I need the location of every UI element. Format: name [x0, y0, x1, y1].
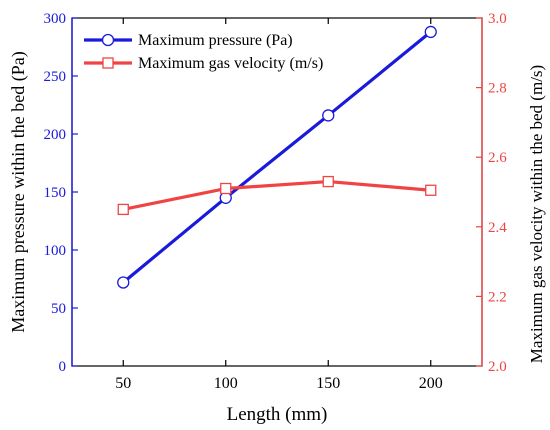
velocity-data-point: [322, 175, 334, 188]
velocity-series-line: [122, 179, 431, 211]
legend-velocity-label: Maximum gas velocity (m/s): [138, 55, 323, 72]
x-tick-label: 150: [316, 375, 340, 392]
x-tick-label: 50: [115, 375, 131, 392]
x-tick-label: 100: [214, 375, 238, 392]
y-left-tick-label: 100: [44, 243, 67, 259]
y-left-tick-label: 300: [44, 11, 67, 27]
pressure-data-point: [117, 276, 130, 289]
y-right-tick-label: 2.0: [488, 359, 507, 375]
pressure-series-line: [122, 30, 432, 284]
x-axis-label: Length (mm): [227, 404, 328, 425]
y-right-tick-label: 2.2: [488, 289, 507, 305]
pressure-data-point: [424, 25, 437, 39]
legend-pressure-marker: [101, 33, 115, 47]
y-left-tick-label: 0: [59, 359, 67, 375]
y-axis-left-label: Maximum pressure within the bed (Pa): [8, 51, 29, 332]
x-tick-label: 200: [419, 375, 443, 392]
legend-velocity-marker: [102, 57, 114, 69]
y-right-tick-label: 3.0: [488, 11, 507, 27]
y-right-tick-label: 2.8: [488, 81, 507, 97]
y-axis-right-label: Maximum gas velocity within the bed (m/s…: [527, 65, 546, 363]
velocity-data-point: [220, 182, 232, 195]
y-right-tick-label: 2.6: [488, 150, 507, 166]
y-left-tick-label: 50: [51, 301, 66, 317]
pressure-data-point: [322, 109, 335, 122]
y-left-tick-label: 200: [44, 127, 67, 143]
y-left-tick-label: 150: [44, 185, 67, 201]
velocity-data-point: [425, 184, 437, 196]
y-right-tick-label: 2.4: [488, 220, 507, 236]
y-left-tick-label: 250: [44, 69, 67, 85]
legend-pressure-label: Maximum pressure (Pa): [138, 32, 293, 49]
velocity-data-point: [117, 203, 129, 216]
